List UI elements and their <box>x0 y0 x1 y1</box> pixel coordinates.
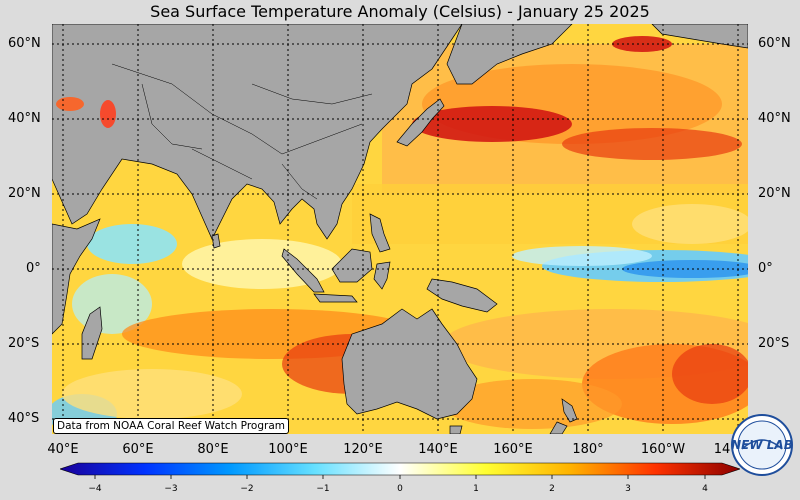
colorbar-tick: −4 <box>88 484 102 494</box>
colorbar-tick: 0 <box>397 484 403 494</box>
colorbar-tick: −3 <box>164 484 178 494</box>
lat-label-right: 20°S <box>758 336 790 351</box>
lon-label: 120°E <box>343 442 383 457</box>
lat-label-right: 60°N <box>758 36 791 51</box>
land <box>52 24 748 434</box>
newlab-logo: NEW LAB <box>731 414 793 476</box>
logo-text: NEW LAB <box>731 438 793 452</box>
colorbar-tick: 3 <box>625 484 631 494</box>
colorbar-tick: 4 <box>702 484 708 494</box>
map-title: Sea Surface Temperature Anomaly (Celsius… <box>150 2 650 21</box>
colorbar <box>60 462 740 479</box>
lat-label-left: 20°S <box>8 336 40 351</box>
lat-label-left: 20°N <box>8 186 41 201</box>
colorbar-tick: −1 <box>316 484 330 494</box>
lat-label-right: 0° <box>758 261 773 276</box>
lon-label: 160°E <box>493 442 533 457</box>
data-credit: Data from NOAA Coral Reef Watch Program <box>53 418 289 434</box>
lat-label-right: 40°N <box>758 111 791 126</box>
lon-label: 80°E <box>197 442 229 457</box>
lat-label-left: 40°N <box>8 111 41 126</box>
lat-label-left: 0° <box>26 261 41 276</box>
lon-label: 14 <box>713 442 731 457</box>
graticule <box>52 24 748 434</box>
colorbar-tick: 2 <box>549 484 555 494</box>
lon-label: 60°E <box>122 442 154 457</box>
sst-anomaly-map <box>52 24 748 434</box>
lat-label-left: 60°N <box>8 36 41 51</box>
lat-label-left: 40°S <box>8 411 40 426</box>
lat-label-right: 20°N <box>758 186 791 201</box>
colorbar-tick: 1 <box>473 484 479 494</box>
lon-label: 140°E <box>418 442 458 457</box>
lon-label: 180° <box>572 442 604 457</box>
colorbar-tick: −2 <box>240 484 254 494</box>
lon-label: 160°W <box>640 442 686 457</box>
lon-label: 40°E <box>47 442 79 457</box>
lon-label: 100°E <box>268 442 308 457</box>
